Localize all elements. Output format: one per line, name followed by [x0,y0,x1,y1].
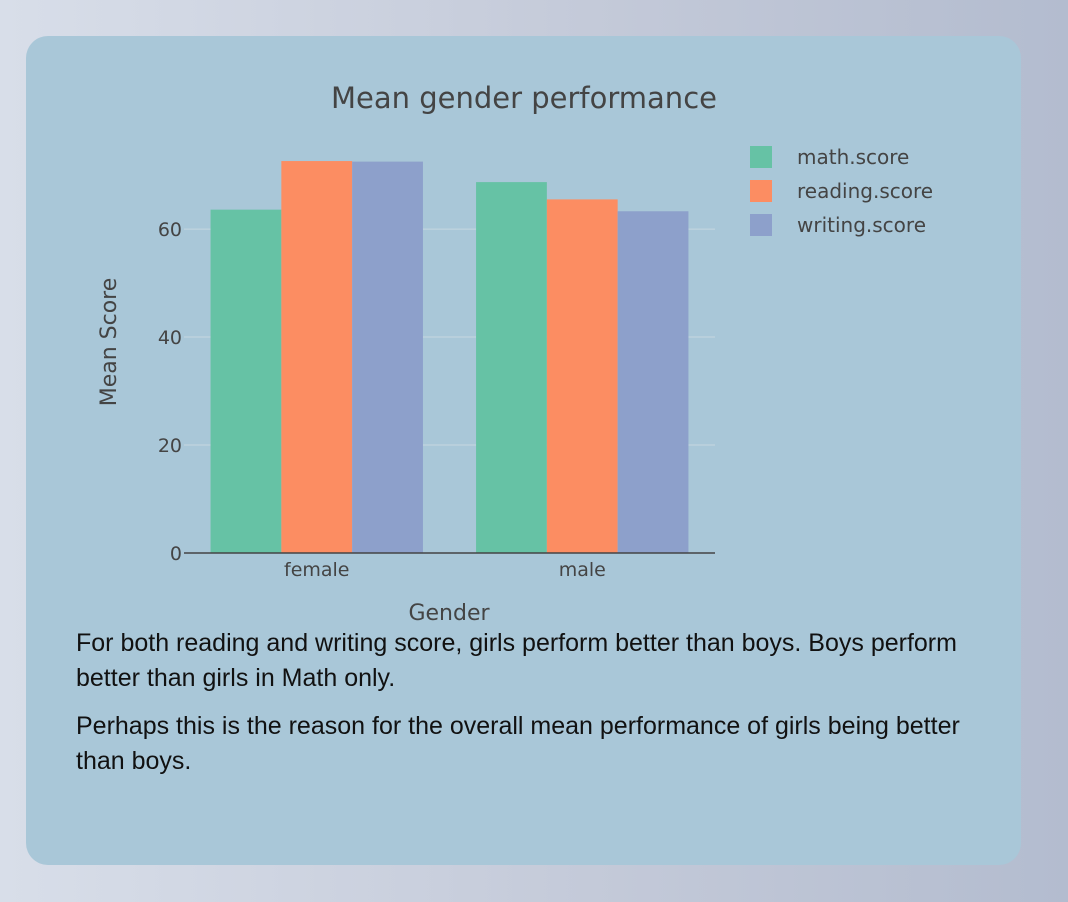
legend-label: writing.score [797,213,926,237]
legend-swatch [750,146,772,168]
legend-item-math-score[interactable]: math.score [750,145,909,169]
bar-male-reading-score[interactable] [546,199,618,553]
bars [210,161,689,554]
bar-female-math-score[interactable] [210,209,282,554]
y-tick-label: 60 [158,219,182,241]
legend-label: math.score [797,145,909,169]
y-tick-label: 0 [170,543,182,565]
legend-item-reading-score[interactable]: reading.score [750,179,933,203]
legend-label: reading.score [797,179,933,203]
legend[interactable]: math.score reading.score writing.score [750,145,933,237]
description: For both reading and writing score, girl… [76,626,976,792]
y-tick-label: 40 [158,327,182,349]
content-card: Mean gender performance 0 20 40 60 female ma… [26,36,1021,865]
x-axis-title: Gender [408,601,490,626]
y-axis-title: Mean Score [97,278,122,407]
x-tick-label: female [284,559,350,581]
legend-swatch [750,180,772,202]
bar-female-reading-score[interactable] [281,161,353,553]
chart-title: Mean gender performance [331,81,717,115]
legend-item-writing-score[interactable]: writing.score [750,213,926,237]
bar-male-writing-score[interactable] [617,211,689,553]
bar-male-math-score[interactable] [476,182,547,553]
paragraph-1: For both reading and writing score, girl… [76,629,957,692]
x-tick-label: male [559,559,606,581]
bar-chart: Mean gender performance 0 20 40 60 female ma… [97,81,933,626]
x-tick-labels: female male [284,559,606,581]
y-tick-labels: 0 20 40 60 [158,219,182,565]
legend-swatch [750,214,772,236]
y-tick-label: 20 [158,435,182,457]
paragraph-2: Perhaps this is the reason for the overa… [76,712,960,775]
bar-female-writing-score[interactable] [352,161,423,553]
